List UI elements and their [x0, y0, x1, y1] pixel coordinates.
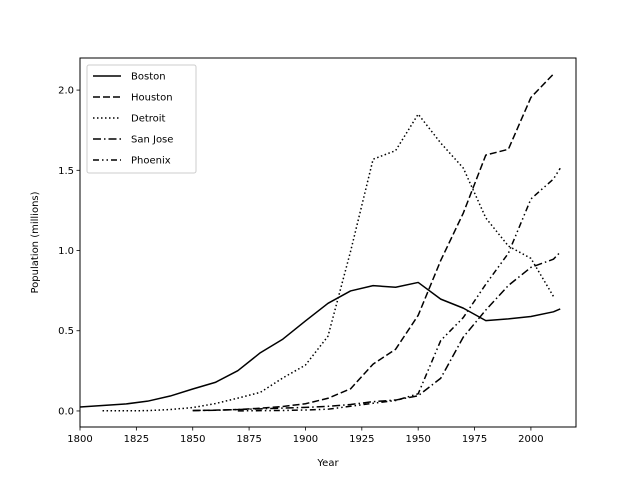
x-tick-label: 2000 [518, 434, 543, 445]
series-line-houston [192, 73, 554, 412]
x-tick-label: 1975 [462, 434, 487, 445]
legend-label: Phoenix [131, 156, 171, 167]
x-tick-label: 1825 [124, 434, 149, 445]
x-tick-label: 1850 [180, 434, 205, 445]
legend: Boston Houston Detroit San Jose Phoenix [86, 64, 197, 174]
x-axis: 1800 1825 1850 1875 1900 1925 1950 1975 2000 [67, 427, 544, 445]
x-tick-label: 1875 [236, 434, 261, 445]
x-tick-label: 1925 [349, 434, 374, 445]
series-line-phoenix [237, 167, 561, 412]
series-line-boston [80, 281, 561, 408]
y-tick-label: 0.0 [58, 406, 74, 417]
legend-box [86, 64, 197, 174]
y-tick-label: 1.0 [58, 246, 74, 257]
y-tick-label: 0.5 [58, 326, 74, 337]
legend-label: Detroit [131, 114, 166, 125]
plot-area-frame [79, 57, 577, 428]
x-tick-label: 1800 [67, 434, 92, 445]
legend-label: Houston [131, 93, 173, 104]
series-line-san-jose [192, 251, 561, 412]
legend-label: Boston [131, 72, 166, 83]
x-axis-title: Year [316, 458, 339, 469]
legend-label: San Jose [131, 135, 173, 146]
x-tick-label: 1900 [293, 434, 318, 445]
x-tick-label: 1950 [405, 434, 430, 445]
y-axis-title: Population (millions) [30, 191, 41, 293]
series-line-detroit [102, 113, 555, 412]
y-tick-label: 1.5 [58, 166, 74, 177]
y-axis: 0.0 0.5 1.0 1.5 2.0 [58, 86, 80, 417]
y-tick-label: 2.0 [58, 86, 74, 97]
